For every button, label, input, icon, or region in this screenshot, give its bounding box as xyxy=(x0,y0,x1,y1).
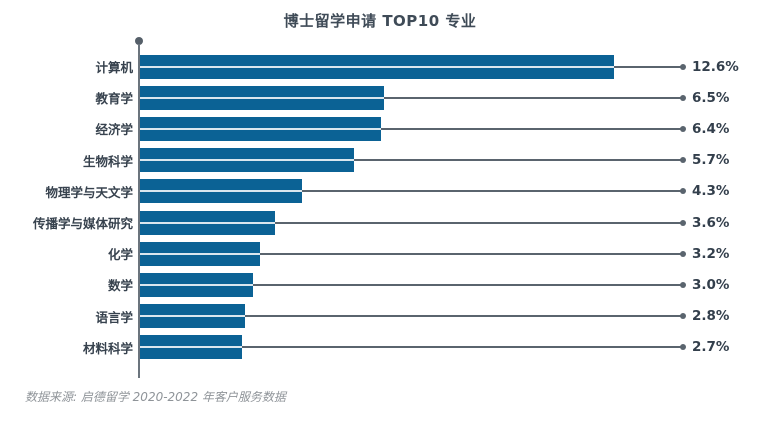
value-label: 4.3% xyxy=(692,183,730,200)
source-note: 数据来源: 启德留学 2020-2022 年客户服务数据 xyxy=(25,390,286,404)
leader-line xyxy=(245,315,681,318)
chart-rows: 计算机 12.6% 教育学 6.5% 经济学 6.4% 生物科学 xyxy=(0,51,760,363)
category-label: 计算机 xyxy=(95,60,133,76)
category-label: 经济学 xyxy=(95,122,133,138)
bar xyxy=(140,272,253,297)
category-label: 教育学 xyxy=(95,91,133,107)
chart-row: 物理学与天文学 4.3% xyxy=(0,176,760,207)
leader-dot xyxy=(680,125,686,132)
bar xyxy=(140,179,302,204)
category-label: 数学 xyxy=(107,278,133,294)
leader-dot xyxy=(680,94,686,101)
bar-area: 2.7% xyxy=(140,332,760,363)
bar xyxy=(140,304,245,329)
bar-area: 3.6% xyxy=(140,207,760,238)
y-axis-line xyxy=(138,44,140,378)
leader-dot xyxy=(680,157,686,164)
value-label: 2.8% xyxy=(692,308,730,325)
leader-line xyxy=(260,252,681,255)
bar-area: 4.3% xyxy=(140,176,760,207)
chart-row: 材料科学 2.7% xyxy=(0,332,760,363)
leader-dot xyxy=(680,313,686,320)
leader-dot xyxy=(680,63,686,70)
bar-area: 12.6% xyxy=(140,51,760,82)
value-label: 2.7% xyxy=(692,339,730,356)
bar-area: 2.8% xyxy=(140,301,760,332)
bar xyxy=(140,210,275,235)
category-label: 物理学与天文学 xyxy=(45,184,133,200)
category-label: 化学 xyxy=(107,247,133,263)
leader-line xyxy=(354,159,681,162)
bar-area: 6.4% xyxy=(140,113,760,144)
chart-row: 数学 3.0% xyxy=(0,269,760,300)
chart-row: 计算机 12.6% xyxy=(0,51,760,82)
chart-row: 化学 3.2% xyxy=(0,238,760,269)
value-label: 6.5% xyxy=(692,89,730,106)
axis-top-dot xyxy=(135,37,143,45)
leader-line xyxy=(381,127,681,130)
value-label: 12.6% xyxy=(692,58,739,75)
bar-area: 3.0% xyxy=(140,269,760,300)
leader-dot xyxy=(680,281,686,288)
bar xyxy=(140,241,260,266)
chart-title: 博士留学申请 TOP10 专业 xyxy=(283,12,477,30)
bar-area: 3.2% xyxy=(140,238,760,269)
leader-line xyxy=(242,346,681,349)
leader-line xyxy=(275,221,681,224)
leader-dot xyxy=(680,188,686,195)
bar xyxy=(140,85,384,110)
bar-area: 5.7% xyxy=(140,145,760,176)
category-label: 传播学与媒体研究 xyxy=(32,216,133,232)
chart-row: 语言学 2.8% xyxy=(0,301,760,332)
leader-dot xyxy=(680,219,686,226)
chart-row: 经济学 6.4% xyxy=(0,113,760,144)
leader-line xyxy=(614,65,681,68)
value-label: 3.2% xyxy=(692,245,730,262)
bar xyxy=(140,335,242,360)
leader-dot xyxy=(680,250,686,257)
bar xyxy=(140,116,381,141)
leader-line xyxy=(384,96,681,99)
leader-dot xyxy=(680,344,686,351)
leader-line xyxy=(302,190,681,193)
category-label: 语言学 xyxy=(95,309,133,325)
leader-line xyxy=(253,283,681,286)
bar xyxy=(140,54,614,79)
chart-row: 生物科学 5.7% xyxy=(0,145,760,176)
category-label: 生物科学 xyxy=(82,153,133,169)
chart-row: 传播学与媒体研究 3.6% xyxy=(0,207,760,238)
value-label: 5.7% xyxy=(692,152,730,169)
value-label: 6.4% xyxy=(692,120,730,137)
category-label: 材料科学 xyxy=(82,340,133,356)
value-label: 3.0% xyxy=(692,276,730,293)
value-label: 3.6% xyxy=(692,214,730,231)
bar-area: 6.5% xyxy=(140,82,760,113)
bar xyxy=(140,148,354,173)
chart-row: 教育学 6.5% xyxy=(0,82,760,113)
